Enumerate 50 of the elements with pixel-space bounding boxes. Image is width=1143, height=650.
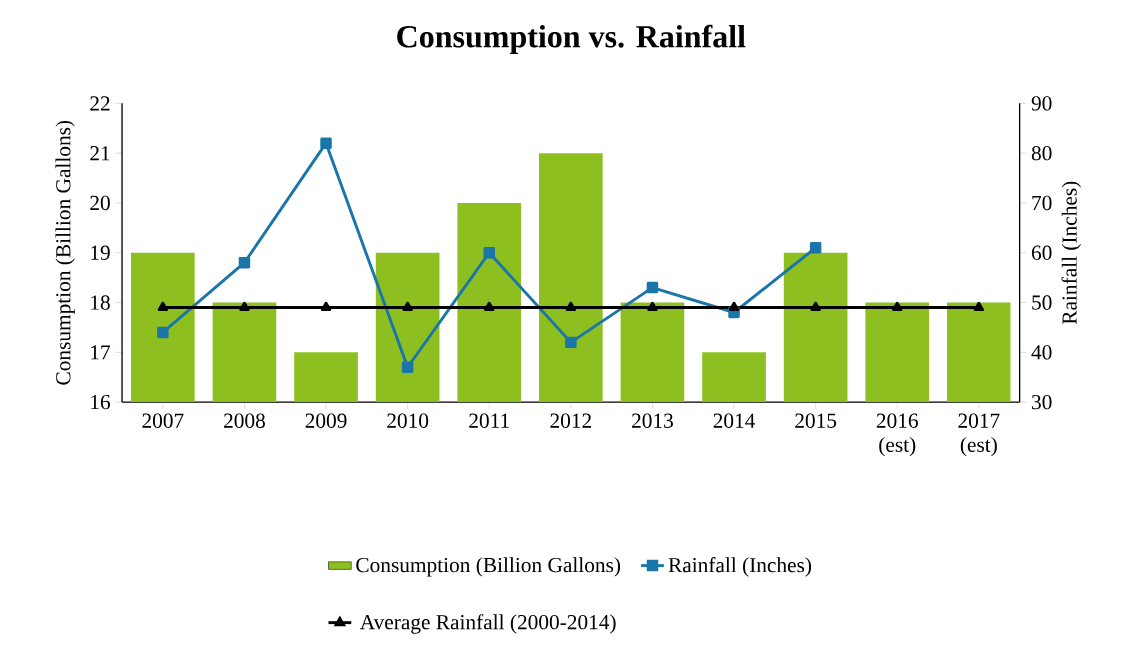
y2-tick-label: 30: [1032, 394, 1052, 410]
point: [810, 301, 821, 312]
y2-tick-label: 70: [1032, 195, 1052, 211]
legend-label: Average Rainfall (2000-2014): [360, 614, 616, 634]
legend-label: Rainfall (Inches): [668, 557, 812, 577]
y2-axis-title: Rainfall (Inches): [1061, 181, 1082, 325]
y2-tick-label: 60: [1031, 245, 1052, 260]
point: [483, 246, 495, 259]
point: [157, 326, 169, 339]
point: [402, 301, 413, 312]
x-tick-label: 2011: [469, 413, 509, 428]
y2-tick-label: 50: [1032, 295, 1052, 310]
y2-tick-label: 90: [1031, 96, 1052, 111]
point: [320, 137, 332, 149]
y-tick-label: 16: [91, 394, 111, 410]
x-tick-label: 2007: [142, 413, 184, 428]
point: [892, 301, 903, 312]
point: [647, 301, 658, 312]
point: [565, 301, 577, 312]
point: [484, 301, 495, 312]
y-tick-label: 17: [91, 345, 111, 360]
x-tick-label: 2008: [224, 413, 265, 428]
y-axis-title: Consumption (Billion Gallons): [55, 120, 75, 385]
point: [157, 301, 169, 312]
x-tick-label: 2013: [632, 413, 673, 428]
point: [238, 256, 251, 269]
x-tick-label: 2009: [305, 413, 347, 428]
y-tick-label: 18: [91, 295, 110, 310]
x-tick-label: 2015: [795, 413, 837, 428]
point: [565, 336, 577, 349]
legend-label: Consumption (Billion Gallons): [356, 557, 621, 577]
x-tick-label: 2014: [713, 413, 756, 428]
chart-title: Consumption vs. Rainfall: [397, 24, 746, 54]
x-tick-label: 2012: [550, 413, 591, 428]
x-tick-label: 2016 (est): [876, 413, 918, 457]
y-tick-label: 19: [91, 245, 110, 260]
point: [973, 301, 985, 312]
y2-tick-label: 80: [1031, 145, 1052, 161]
y-tick-label: 20: [90, 195, 110, 211]
point: [646, 281, 659, 294]
point: [320, 301, 332, 312]
y-tick-label: 21: [90, 146, 110, 161]
x-tick-label: 2010: [387, 413, 429, 428]
point: [401, 361, 414, 373]
y-tick-label: 22: [90, 96, 110, 111]
x-tick-label: 2017 (est): [958, 413, 1000, 457]
point: [239, 301, 250, 312]
point: [728, 301, 740, 312]
y2-tick-label: 40: [1031, 345, 1052, 360]
point: [809, 241, 822, 254]
